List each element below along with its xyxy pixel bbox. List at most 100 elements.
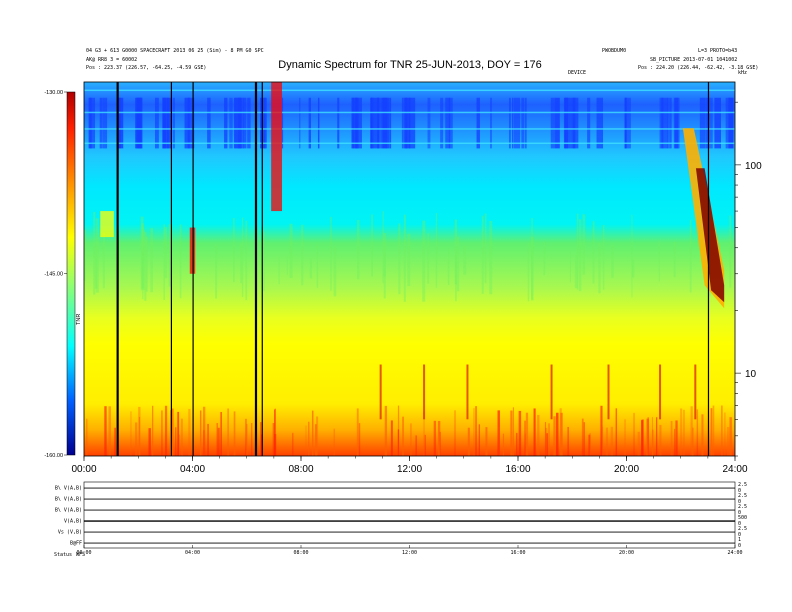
texture-streak (274, 409, 276, 456)
texture-streak (247, 97, 251, 149)
texture-streak (701, 414, 704, 456)
texture-streak (85, 418, 88, 456)
texture-streak (384, 405, 388, 456)
texture-streak (490, 97, 492, 149)
texture-streak (600, 405, 603, 456)
texture-streak (447, 248, 450, 286)
header-right-pos-value: 224.20 (226.44, -62.42, -3.18 GSE) (656, 65, 758, 71)
texture-streak (278, 256, 280, 285)
texture-streak (164, 227, 168, 279)
strip-x-tick-label: 08:00 (293, 550, 308, 556)
texture-streak (311, 410, 314, 456)
texture-streak (721, 405, 723, 456)
strip-row-label: V(A,B) (64, 519, 82, 525)
housekeeping-strip-panel: B\ V(A,B)2.50B\ V(A,B)2.50B\ V(A,B)2.50V… (55, 481, 747, 556)
strip-right-tick-top: 2.5 (738, 526, 747, 532)
texture-streak (647, 417, 650, 456)
texture-line (84, 89, 735, 92)
texture-streak (202, 406, 206, 456)
texture-streak (699, 97, 706, 149)
texture-streak (281, 97, 284, 149)
texture-streak (410, 423, 412, 456)
texture-streak (140, 216, 144, 291)
texture-streak (383, 251, 386, 299)
strip-row-label: B\ V(A,B) (55, 508, 82, 514)
texture-streak (674, 428, 676, 456)
texture-streak (424, 434, 426, 456)
texture-streak (207, 97, 211, 149)
texture-streak (587, 97, 591, 149)
texture-streak (572, 97, 579, 149)
texture-streak (316, 244, 319, 288)
texture-streak (404, 97, 407, 149)
texture-streak (712, 405, 715, 456)
texture-streak (141, 223, 144, 289)
texture-streak (93, 211, 96, 295)
strip-rows: B\ V(A,B)2.50B\ V(A,B)2.50B\ V(A,B)2.50V… (55, 482, 747, 549)
texture-streak (370, 97, 373, 149)
texture-streak (435, 213, 438, 288)
texture-streak (560, 412, 563, 456)
texture-streak (673, 241, 676, 278)
texture-streak (135, 422, 138, 456)
header-right-line1a: PWOBDUM0 (602, 48, 626, 54)
texture-burst (379, 364, 382, 420)
texture-streak (117, 97, 121, 149)
texture-streak (139, 416, 141, 456)
texture-streak (382, 211, 384, 284)
texture-streak (179, 224, 182, 299)
texture-streak (510, 410, 513, 456)
texture-streak (229, 97, 233, 149)
texture-streak (463, 246, 467, 275)
strip-frame (83, 481, 736, 549)
texture-streak (289, 223, 293, 278)
texture-streak (516, 432, 518, 456)
texture-streak (583, 422, 585, 456)
texture-streak (292, 432, 294, 456)
texture-streak (478, 424, 480, 456)
texture-streak (611, 244, 614, 278)
texture-streak (530, 236, 534, 301)
y-tick-label: 10 (745, 369, 757, 380)
texture-streak (641, 420, 643, 456)
texture-streak (95, 218, 99, 293)
strip-x-tick-label: 16:00 (510, 550, 525, 556)
texture-streak (143, 229, 145, 291)
texture-streak (555, 97, 560, 149)
texture-streak (177, 411, 180, 456)
texture-streak (140, 97, 143, 149)
texture-streak (251, 423, 253, 456)
texture-streak (729, 417, 732, 456)
texture-streak (518, 410, 522, 456)
texture-streak (567, 426, 569, 456)
texture-streak (566, 97, 571, 149)
texture-streak (543, 241, 546, 275)
texture-streak (714, 97, 721, 149)
data-gap-line (254, 82, 258, 456)
texture-streak (502, 433, 505, 456)
texture-streak (382, 97, 390, 149)
texture-streak (150, 228, 154, 293)
texture-streak (263, 97, 267, 149)
texture-streak (406, 97, 411, 149)
texture-streak (667, 97, 671, 149)
texture-streak (233, 217, 235, 282)
texture-streak (274, 434, 277, 456)
texture-streak (233, 411, 236, 456)
texture-streak (314, 424, 317, 456)
texture-streak (188, 408, 191, 456)
texture-streak (337, 97, 340, 149)
x-tick-label: 04:00 (180, 464, 205, 475)
texture-line (84, 142, 735, 145)
texture-streak (582, 214, 586, 275)
texture-streak (301, 224, 304, 286)
texture-streak (596, 97, 604, 149)
texture-streak (102, 97, 108, 149)
strip-right-tick-bottom: 0 (738, 532, 741, 538)
texture-streak (427, 233, 430, 284)
texture-streak (241, 217, 244, 298)
strip-x-tick-label: 24:00 (727, 550, 742, 556)
data-gap-line (707, 82, 710, 456)
texture-streak (333, 247, 337, 297)
strip-x-tick-label: 12:00 (402, 550, 417, 556)
